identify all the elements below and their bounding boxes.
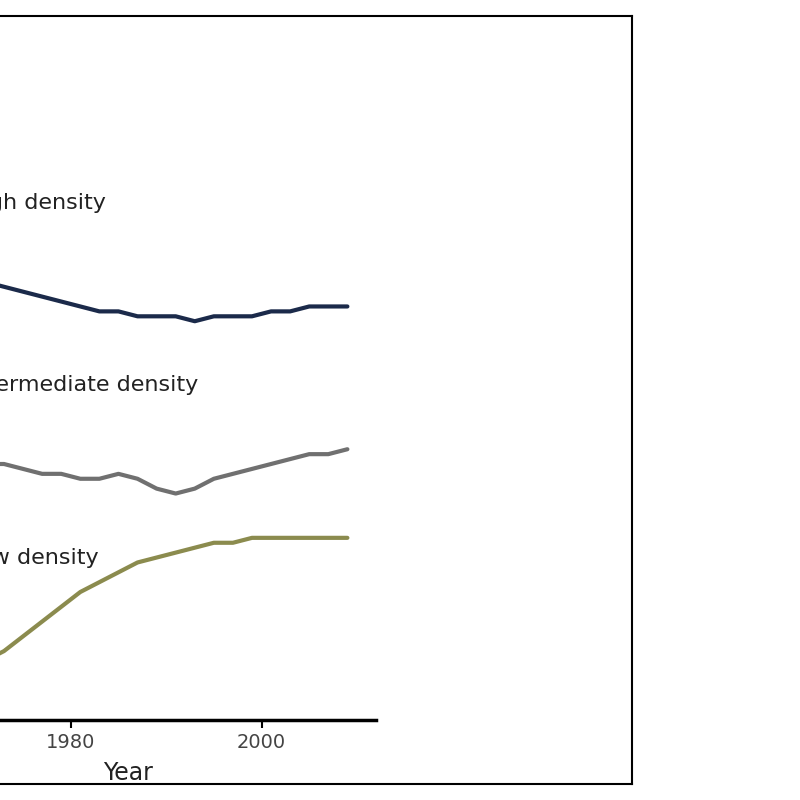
X-axis label: Year: Year [103, 761, 153, 785]
Text: Intermediate density: Intermediate density [0, 375, 198, 395]
Text: High density: High density [0, 193, 106, 213]
Text: Low density: Low density [0, 547, 98, 567]
